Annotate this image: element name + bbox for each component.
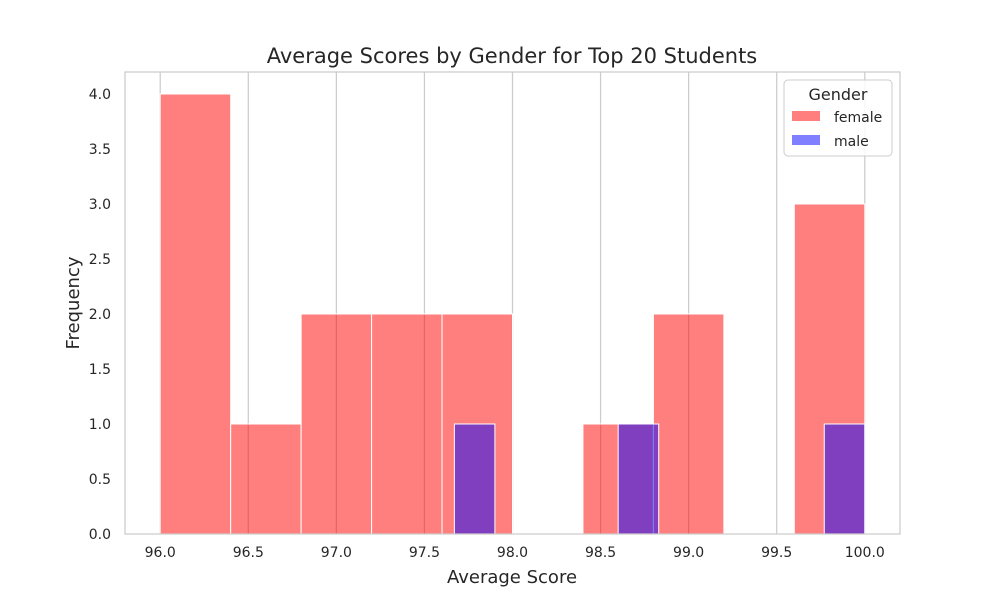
- x-tick-label: 99.0: [673, 545, 704, 561]
- x-tick-label: 100.0: [845, 545, 885, 561]
- bar-female: [371, 313, 443, 535]
- x-tick-label: 99.5: [761, 545, 792, 561]
- y-tick-label: 0.5: [89, 472, 111, 488]
- bar-male: [617, 423, 660, 535]
- legend: Gender female male: [783, 79, 893, 157]
- y-axis-label: Frequency: [63, 256, 84, 349]
- x-tick-labels: 96.0 96.5 97.0 97.5 98.0 98.5 99.0 99.5 100.0: [145, 545, 885, 561]
- bar-male: [823, 423, 866, 535]
- plot-frame: [124, 71, 901, 535]
- x-tick-label: 98.0: [497, 545, 528, 561]
- y-tick-label: 2.0: [89, 307, 111, 323]
- y-tick-label: 3.5: [89, 142, 111, 158]
- x-tick-label: 98.5: [585, 545, 616, 561]
- bars-layer: [159, 93, 866, 535]
- legend-label-female: female: [834, 110, 882, 126]
- x-axis-label: Average Score: [447, 567, 577, 588]
- legend-swatch-male: [792, 135, 820, 145]
- y-tick-label: 3.0: [89, 197, 111, 213]
- y-tick-label: 2.5: [89, 252, 111, 268]
- y-tick-labels: 0.0 0.5 1.0 1.5 2.0 2.5 3.0 3.5 4.0: [89, 87, 111, 543]
- bar-female: [652, 313, 725, 535]
- bar-female: [230, 423, 302, 535]
- y-tick-label: 0.0: [89, 527, 111, 543]
- x-tick-label: 96.0: [145, 545, 176, 561]
- x-tick-label: 97.0: [321, 545, 352, 561]
- bar-female: [300, 313, 373, 535]
- chart-title: Average Scores by Gender for Top 20 Stud…: [267, 44, 758, 68]
- bar-female: [159, 93, 232, 535]
- y-tick-label: 1.5: [89, 362, 111, 378]
- bar-male: [453, 423, 496, 535]
- x-tick-label: 96.5: [233, 545, 264, 561]
- legend-label-male: male: [834, 134, 869, 150]
- legend-title: Gender: [809, 85, 868, 104]
- y-tick-label: 1.0: [89, 417, 111, 433]
- x-tick-label: 97.5: [409, 545, 440, 561]
- legend-swatch-female: [792, 111, 820, 121]
- y-tick-label: 4.0: [89, 87, 111, 103]
